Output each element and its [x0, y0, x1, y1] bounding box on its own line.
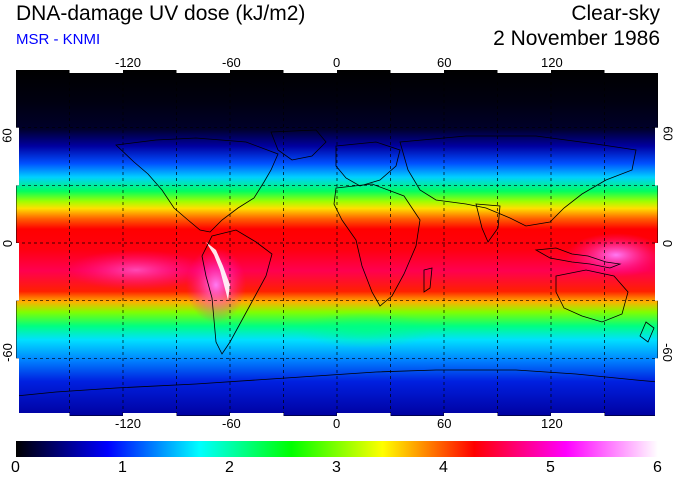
sky-condition-label: Clear-sky — [571, 2, 660, 25]
uv-hotspot-indonesia — [566, 233, 658, 277]
colorbar-tick-2: 2 — [225, 459, 234, 476]
uv-hotspot-central-pacific — [66, 250, 206, 290]
colorbar-tick-5: 5 — [546, 459, 555, 476]
colorbar-tick-3: 3 — [332, 459, 341, 476]
colorbar-tick-6: 6 — [653, 459, 662, 476]
colorbar-tick-0: 0 — [11, 459, 20, 476]
uv-cool-patch-south-atlantic — [296, 312, 436, 348]
lon-label-top-120: 120 — [541, 55, 563, 70]
lat-label-right-60: 60 — [660, 126, 676, 141]
lat-label-left--60: -60 — [0, 343, 15, 362]
lon-label-top-60: 60 — [437, 55, 452, 70]
lat-label-left-60: 60 — [0, 128, 15, 143]
coastlines — [16, 129, 658, 397]
lon-label-top-0: 0 — [333, 55, 341, 70]
lon-label-bottom-60: 60 — [437, 416, 452, 431]
lon-label-bottom-120: 120 — [541, 416, 563, 431]
map-border — [16, 70, 658, 416]
colorbar-tick-4: 4 — [439, 459, 448, 476]
map-subtitle: MSR - KNMI — [16, 31, 101, 48]
lon-label-bottom--60: -60 — [222, 416, 241, 431]
map-title: DNA-damage UV dose (kJ/m2) — [16, 2, 306, 25]
andes-white-streak — [206, 242, 230, 300]
lon-label-bottom--120: -120 — [115, 416, 142, 431]
lon-label-top--120: -120 — [115, 55, 142, 70]
lat-label-right--60: -60 — [659, 343, 675, 362]
graticule — [16, 70, 658, 416]
uv-dose-map — [16, 70, 658, 416]
colorbar — [16, 441, 658, 457]
map-canvas — [16, 70, 658, 416]
lon-label-top--60: -60 — [222, 55, 241, 70]
lat-label-left-0: 0 — [0, 239, 16, 248]
lon-label-bottom-0: 0 — [333, 416, 341, 431]
colorbar-tick-1: 1 — [118, 459, 127, 476]
lat-label-right-0: 0 — [660, 239, 676, 248]
date-label: 2 November 1986 — [493, 27, 660, 50]
